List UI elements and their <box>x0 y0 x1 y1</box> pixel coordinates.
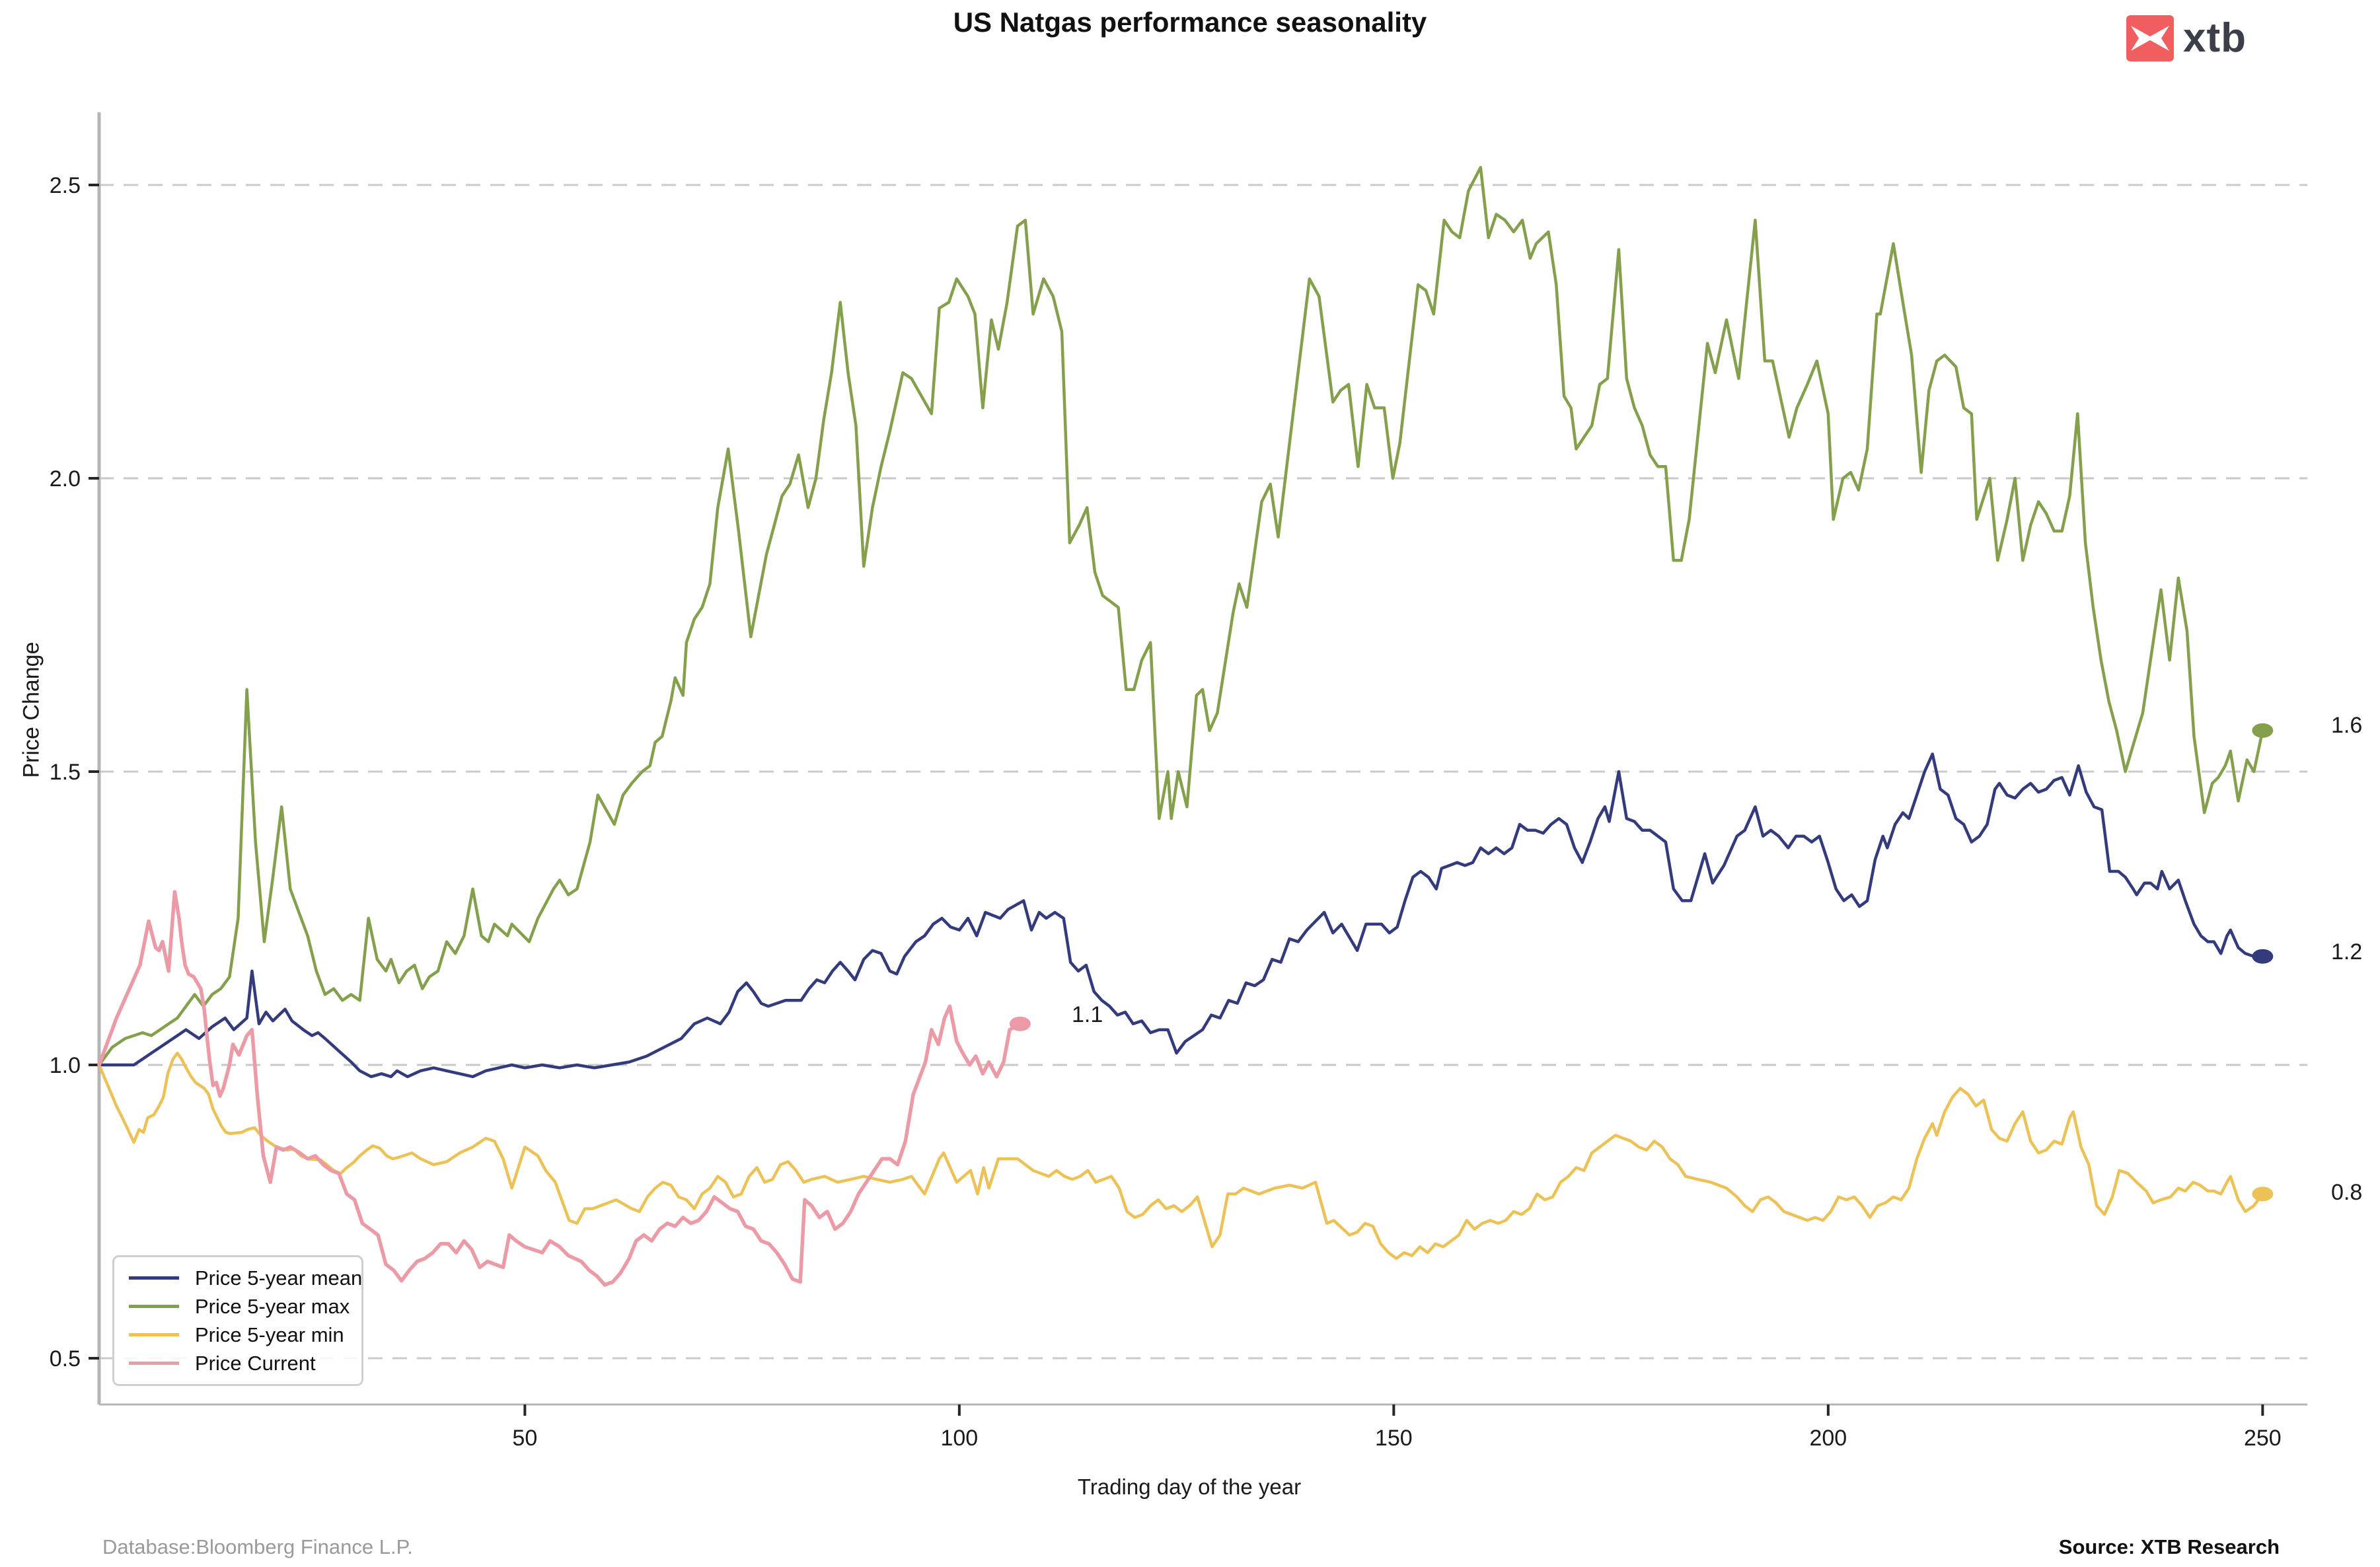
legend-label-min: Price 5-year min <box>195 1323 344 1346</box>
legend-label-max: Price 5-year max <box>195 1294 350 1318</box>
y-tick-label-2.0: 2.0 <box>50 466 81 492</box>
x-tick-label-100: 100 <box>940 1426 978 1451</box>
x-tick-label-200: 200 <box>1809 1426 1847 1451</box>
legend-label-mean: Price 5-year mean <box>195 1266 363 1290</box>
y-tick-label-1.0: 1.0 <box>50 1053 81 1078</box>
end-value-label-max: 1.6 <box>2331 713 2363 738</box>
series-line-current <box>97 890 1022 1287</box>
end-dot-current <box>1009 1016 1031 1031</box>
legend-swatch-min <box>129 1333 179 1336</box>
x-tick-label-250: 250 <box>2244 1426 2282 1451</box>
xtb-logo-text: xtb <box>2183 15 2247 61</box>
legend: Price 5-year mean Price 5-year max Price… <box>112 1255 363 1386</box>
y-axis-label: Price Change <box>19 641 44 778</box>
y-tick-label-1.5: 1.5 <box>50 760 81 785</box>
legend-label-current: Price Current <box>195 1351 316 1375</box>
legend-swatch-current <box>129 1362 179 1365</box>
data-source-note: Database:Bloomberg Finance L.P. <box>102 1535 413 1558</box>
end-value-label-min: 0.8 <box>2331 1180 2363 1205</box>
end-dot-mean <box>2252 949 2274 964</box>
legend-item-max: Price 5-year max <box>114 1295 361 1319</box>
end-value-label-mean: 1.2 <box>2331 939 2363 965</box>
chart-title: US Natgas performance seasonality <box>953 7 1427 38</box>
x-tick-label-50: 50 <box>512 1426 537 1451</box>
end-dot-min <box>2252 1186 2274 1202</box>
legend-item-current: Price Current <box>114 1352 361 1375</box>
y-tick-label-2.5: 2.5 <box>50 173 81 198</box>
end-dot-max <box>2252 723 2274 738</box>
xtb-logo: xtb <box>2126 15 2247 61</box>
xtb-logo-icon <box>2126 15 2174 61</box>
series-line-min <box>97 1051 2264 1260</box>
y-tick-label-0.5: 0.5 <box>50 1346 81 1371</box>
x-tick-label-150: 150 <box>1375 1426 1413 1451</box>
research-source-note: Source: XTB Research <box>2058 1535 2280 1558</box>
legend-swatch-max <box>129 1305 179 1308</box>
legend-item-min: Price 5-year min <box>114 1323 361 1347</box>
current-value-annotation: 1.1 <box>1072 1002 1103 1027</box>
series-line-max <box>97 166 2264 1067</box>
series-line-mean <box>97 752 2264 1079</box>
legend-swatch-mean <box>129 1276 179 1280</box>
x-axis-label: Trading day of the year <box>1077 1475 1302 1499</box>
legend-item-mean: Price 5-year mean <box>114 1266 363 1290</box>
